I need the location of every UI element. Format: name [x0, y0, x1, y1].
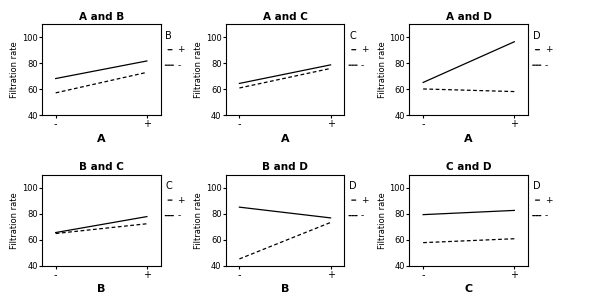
Y-axis label: Filtration rate: Filtration rate: [194, 41, 203, 98]
Text: D: D: [349, 181, 356, 191]
Y-axis label: Filtration rate: Filtration rate: [10, 192, 19, 249]
Text: C: C: [165, 181, 172, 191]
Text: +: +: [361, 196, 368, 205]
Text: D: D: [533, 31, 541, 40]
Text: -: -: [177, 211, 181, 220]
Y-axis label: Filtration rate: Filtration rate: [378, 192, 387, 249]
Text: +: +: [545, 45, 552, 54]
Y-axis label: Filtration rate: Filtration rate: [378, 41, 387, 98]
Text: C: C: [349, 31, 356, 40]
Title: A and C: A and C: [263, 12, 307, 22]
Text: +: +: [177, 45, 185, 54]
Title: C and D: C and D: [446, 162, 491, 172]
X-axis label: A: A: [97, 134, 106, 144]
Text: B: B: [165, 31, 172, 40]
Title: A and D: A and D: [446, 12, 491, 22]
Text: -: -: [177, 61, 181, 70]
Text: +: +: [361, 45, 368, 54]
X-axis label: B: B: [97, 284, 106, 294]
Title: B and C: B and C: [79, 162, 124, 172]
Text: -: -: [361, 211, 364, 220]
Text: -: -: [361, 61, 364, 70]
X-axis label: C: C: [464, 284, 473, 294]
Text: -: -: [545, 61, 548, 70]
Text: D: D: [533, 181, 541, 191]
X-axis label: A: A: [281, 134, 289, 144]
X-axis label: B: B: [281, 284, 289, 294]
Text: +: +: [545, 196, 552, 205]
Title: A and B: A and B: [79, 12, 124, 22]
X-axis label: A: A: [464, 134, 473, 144]
Title: B and D: B and D: [262, 162, 308, 172]
Y-axis label: Filtration rate: Filtration rate: [194, 192, 203, 249]
Text: -: -: [545, 211, 548, 220]
Text: +: +: [177, 196, 185, 205]
Y-axis label: Filtration rate: Filtration rate: [10, 41, 19, 98]
